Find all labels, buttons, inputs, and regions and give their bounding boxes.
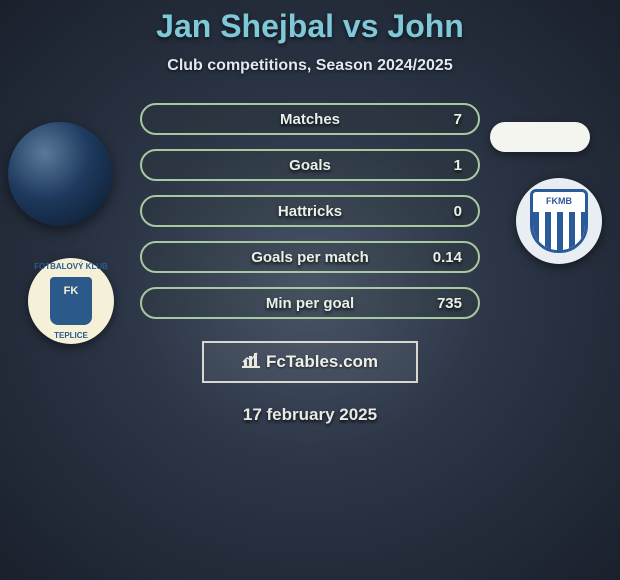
club-left-shield: [50, 277, 92, 325]
stat-row-goals-per-match: Goals per match 0.14: [140, 241, 480, 273]
stat-row-matches: Matches 7: [140, 103, 480, 135]
stat-label: Hattricks: [278, 203, 342, 220]
comparison-card: Jan Shejbal vs John Club competitions, S…: [0, 0, 620, 580]
brand-text: FcTables.com: [266, 352, 378, 372]
date-text: 17 february 2025: [0, 405, 620, 425]
chart-icon: [242, 352, 260, 373]
brand-box[interactable]: FcTables.com: [202, 341, 418, 383]
stat-row-goals: Goals 1: [140, 149, 480, 181]
club-badge-left: FOTBALOVÝ KLUB TEPLICE: [28, 258, 114, 344]
stat-label: Goals per match: [251, 249, 369, 266]
stat-label: Min per goal: [266, 295, 354, 312]
stat-row-hattricks: Hattricks 0: [140, 195, 480, 227]
club-badge-right: [516, 178, 602, 264]
stats-list: Matches 7 Goals 1 Hattricks 0 Goals per …: [140, 103, 480, 319]
page-title: Jan Shejbal vs John: [0, 8, 620, 45]
club-left-ring-bottom: TEPLICE: [28, 331, 114, 340]
stat-label: Matches: [280, 111, 340, 128]
club-right-shield: [530, 189, 588, 253]
stat-value: 0: [454, 203, 462, 220]
club-right-stripes: [533, 212, 585, 250]
stat-value: 1: [454, 157, 462, 174]
player-photo-left: [8, 122, 112, 226]
stat-value: 7: [454, 111, 462, 128]
player-photo-right: [490, 122, 590, 152]
stat-value: 735: [437, 295, 462, 312]
stat-row-min-per-goal: Min per goal 735: [140, 287, 480, 319]
stat-value: 0.14: [433, 249, 462, 266]
page-subtitle: Club competitions, Season 2024/2025: [0, 57, 620, 75]
stat-label: Goals: [289, 157, 331, 174]
club-left-ring-top: FOTBALOVÝ KLUB: [28, 262, 114, 271]
